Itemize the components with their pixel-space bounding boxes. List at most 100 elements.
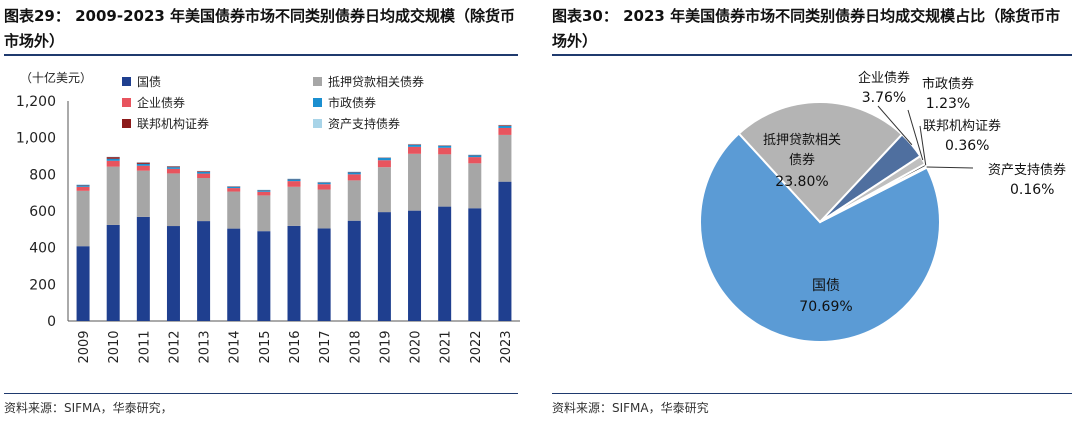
slice-value-label: 0.36% <box>945 138 989 154</box>
pie-slice <box>699 132 941 343</box>
bar-segment <box>347 180 361 221</box>
bar-segment <box>287 186 301 226</box>
x-tick-label: 2013 <box>198 330 213 363</box>
x-tick-label: 2018 <box>348 330 363 363</box>
bar-segment <box>438 147 452 155</box>
slice-value-label: 3.76% <box>862 90 906 106</box>
bar-segment <box>76 186 90 191</box>
legend-label: 企业债券 <box>137 95 185 110</box>
leader-line <box>919 125 927 166</box>
y-tick-label: 600 <box>29 204 56 220</box>
left-source-rule <box>4 393 518 394</box>
y-unit-label: （十亿美元） <box>20 70 92 85</box>
bar-segment <box>106 158 120 161</box>
right-title-rule <box>552 54 1072 56</box>
bar-segment <box>166 166 180 168</box>
bar-segment <box>438 206 452 321</box>
leader-line <box>926 166 974 169</box>
left-chart-title: 图表29： 2009-2023 年美国债券市场不同类别债券日均成交规模（除货币市… <box>4 7 516 50</box>
x-tick-label: 2023 <box>499 330 514 363</box>
bar-segment <box>197 171 211 174</box>
legend-swatch <box>313 98 322 107</box>
bar-segment <box>106 166 120 225</box>
x-tick-label: 2019 <box>378 330 393 363</box>
bar-segment <box>76 184 90 185</box>
slice-value-label: 1.23% <box>926 96 970 112</box>
bar-segment <box>498 134 512 182</box>
bar-segment <box>257 190 271 192</box>
bar-segment <box>136 170 150 217</box>
right-source-rule <box>552 393 1072 394</box>
x-tick-label: 2010 <box>107 330 122 363</box>
legend-swatch <box>313 77 322 86</box>
bar-segment <box>257 191 271 196</box>
x-tick-label: 2016 <box>288 330 303 363</box>
bar-segment <box>106 224 120 321</box>
bar-segment <box>347 172 361 175</box>
slice-value-label: 0.16% <box>1010 182 1054 198</box>
bar-chart: （十亿美元） 0 200 400 600 800 1,000 1,200 2009 2010 201… <box>16 70 520 364</box>
bar-segment <box>227 191 241 229</box>
bar-segment <box>468 208 482 321</box>
right-chart-title: 图表30： 2023 年美国债券市场不同类别债券日均成交规模占比（除货币市场外） <box>552 7 1061 50</box>
x-tick-label: 2015 <box>258 330 273 363</box>
legend-label: 抵押贷款相关债券 <box>328 74 424 89</box>
bar-segment <box>136 162 150 164</box>
x-tick-label: 2011 <box>137 330 152 363</box>
bar-segment <box>197 178 211 222</box>
legend-swatch <box>122 77 131 86</box>
x-tick-label: 2012 <box>167 330 182 363</box>
x-tick-label: 2020 <box>409 330 424 363</box>
bar-segment <box>166 226 180 321</box>
y-tick-label: 200 <box>29 277 56 293</box>
leader-line <box>877 105 913 146</box>
bar-segment <box>377 160 391 168</box>
bar-segment <box>287 225 301 321</box>
bar-segment <box>438 145 452 148</box>
bar-segment <box>468 163 482 209</box>
slice-name-label: 债券 <box>789 152 815 168</box>
bar-segment <box>76 190 90 247</box>
bar-segment <box>197 173 211 178</box>
y-tick-label: 1,200 <box>16 94 56 110</box>
bar-segment <box>468 155 482 158</box>
bar-segment <box>166 168 180 174</box>
slice-name-label: 联邦机构证券 <box>923 118 1001 134</box>
right-panel: 图表30： 2023 年美国债券市场不同类别债券日均成交规模占比（除货币市场外）… <box>548 0 1080 424</box>
bar-segment <box>408 144 422 147</box>
left-panel: 图表29： 2009-2023 年美国债券市场不同类别债券日均成交规模（除货币市… <box>0 0 530 424</box>
bar-segment <box>166 173 180 227</box>
bar-segment <box>347 174 361 181</box>
bar-segment <box>408 146 422 154</box>
legend-label: 国债 <box>137 75 161 89</box>
legend-swatch <box>122 98 131 107</box>
bar-segment <box>227 186 241 189</box>
x-tick-label: 2009 <box>77 330 92 363</box>
bar-segment <box>106 157 120 159</box>
leader-line <box>907 109 924 161</box>
bar-segment <box>287 179 301 182</box>
bar-segment <box>287 181 301 187</box>
legend-label: 联邦机构证券 <box>137 116 209 131</box>
legend-label: 资产支持债券 <box>328 116 400 131</box>
slice-name-label: 资产支持债券 <box>988 162 1066 178</box>
bar-segment <box>106 160 120 167</box>
left-title-rule <box>4 54 518 56</box>
legend-label: 市政债券 <box>328 95 376 110</box>
bar-segment <box>498 125 512 126</box>
bar-segment <box>317 189 331 229</box>
bar-segment <box>438 154 452 207</box>
y-tick-label: 1,000 <box>16 131 56 147</box>
bar-segment <box>166 167 180 169</box>
legend-swatch <box>122 119 131 128</box>
bar-segment <box>498 181 512 321</box>
slice-name-label: 抵押贷款相关 <box>763 133 841 148</box>
x-tick-label: 2014 <box>228 330 243 363</box>
x-tick-label: 2021 <box>439 330 454 363</box>
bar-segment <box>408 144 422 145</box>
bar-segment <box>197 221 211 321</box>
right-source: 资料来源：SIFMA，华泰研究 <box>552 401 709 415</box>
slice-value-label: 23.80% <box>775 174 828 190</box>
bar-segment <box>347 220 361 321</box>
bar-segment <box>227 188 241 192</box>
